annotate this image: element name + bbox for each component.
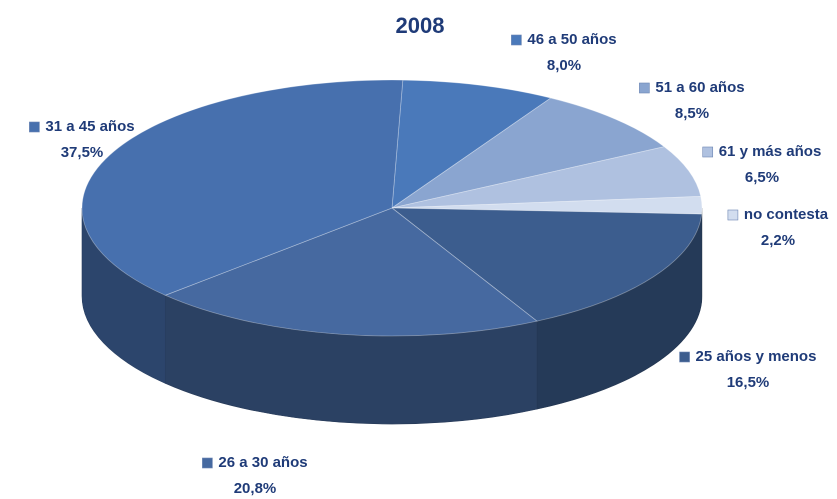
legend-swatch bbox=[639, 82, 650, 94]
legend-label: 46 a 50 años bbox=[527, 31, 616, 48]
slice bbox=[391, 97, 666, 209]
value-label: 37,5% bbox=[61, 144, 104, 161]
slice bbox=[391, 79, 552, 209]
chart-title: 2008 bbox=[396, 13, 445, 38]
value-label: 8,5% bbox=[675, 105, 709, 122]
legend-label: 26 a 30 años bbox=[218, 454, 307, 471]
legend-swatch bbox=[511, 34, 522, 46]
legend-swatch bbox=[727, 209, 739, 221]
value-label: 8,0% bbox=[547, 57, 581, 74]
value-label: 16,5% bbox=[727, 374, 770, 391]
value-label: 2,2% bbox=[761, 232, 795, 249]
legend-label: no contesta bbox=[744, 206, 829, 223]
slice bbox=[390, 207, 703, 322]
value-label: 6,5% bbox=[745, 169, 779, 186]
legend-label: 61 y más años bbox=[719, 143, 822, 160]
slice bbox=[391, 195, 703, 215]
slice bbox=[164, 207, 538, 337]
legend-swatch bbox=[679, 351, 690, 363]
legend-label: 51 a 60 años bbox=[655, 79, 744, 96]
legend-label: 31 a 45 años bbox=[45, 118, 134, 135]
legend-swatch bbox=[29, 121, 40, 133]
slice bbox=[391, 146, 702, 209]
value-label: 20,8% bbox=[234, 480, 277, 497]
legend-label: 25 años y menos bbox=[696, 348, 817, 365]
legend-swatch bbox=[202, 457, 213, 469]
slice bbox=[81, 79, 404, 296]
legend-swatch bbox=[702, 146, 714, 158]
